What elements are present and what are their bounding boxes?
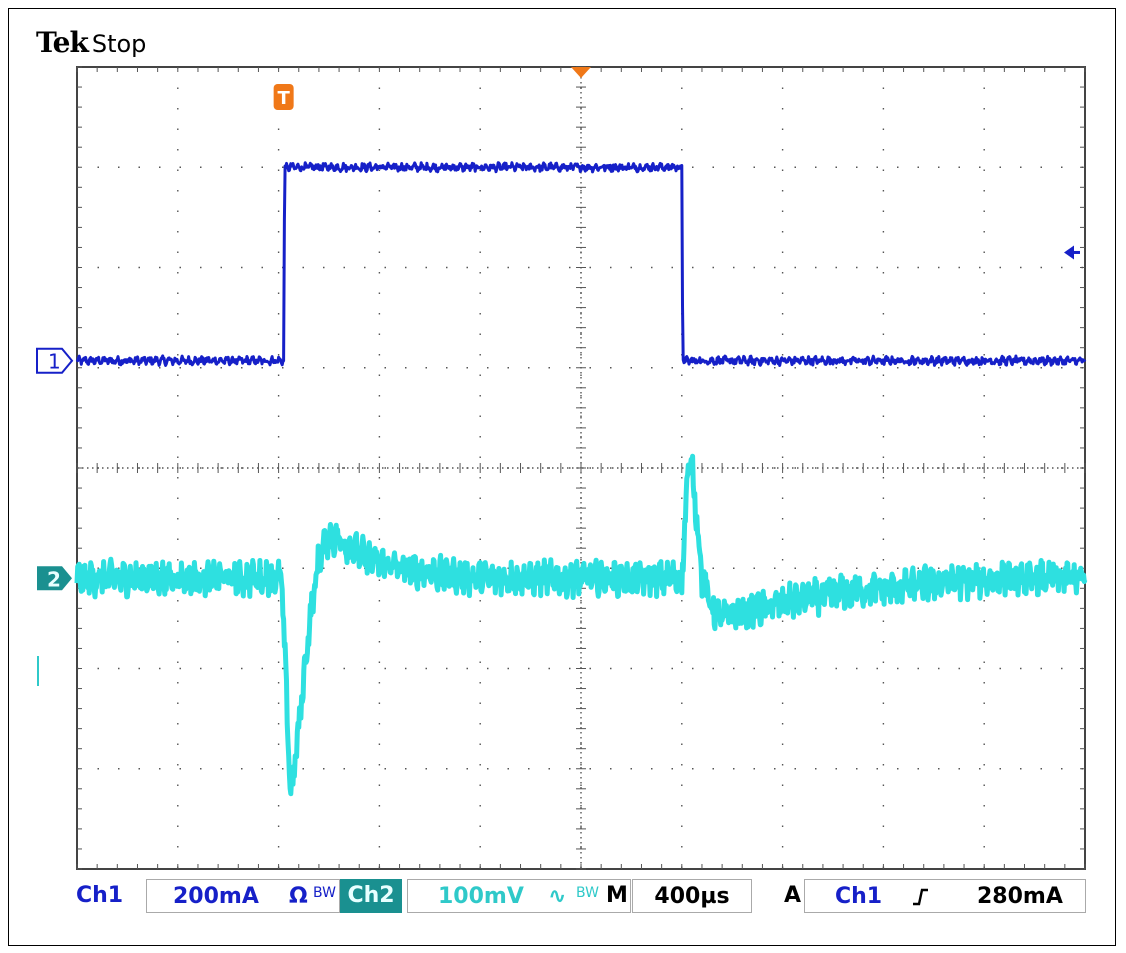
trace-layer: [74, 161, 1088, 797]
ch1-bw-limit: BW: [313, 885, 336, 901]
ch2-bw-limit: BW: [576, 885, 599, 901]
trace-ch2: [74, 453, 1088, 797]
ch2-ground-label: 2: [47, 567, 61, 591]
status-bar: Ch1 200mA Ω BW Ch2 100mV ∿ BW M 400µs A …: [76, 879, 1086, 915]
ch1-ground-marker: [36, 347, 74, 374]
acquisition-state: Stop: [91, 30, 147, 58]
graticule: [76, 66, 1086, 870]
trigger-position-label: T: [277, 88, 290, 109]
ch2-scale: 100mV: [438, 884, 524, 909]
trace-ch1: [75, 161, 1087, 367]
timebase-scale[interactable]: 400µs: [632, 879, 752, 913]
trigger-settings[interactable]: Ch1 280mA: [804, 879, 1086, 913]
ch1-settings[interactable]: 200mA Ω BW: [146, 879, 340, 913]
marker-layer: T 1 2: [36, 67, 1080, 686]
ch2-ground-marker: [37, 566, 72, 591]
trigger-level-icon: [1064, 245, 1074, 260]
ch2-settings[interactable]: 100mV ∿ BW: [407, 879, 631, 913]
tek-logo: Tek: [36, 26, 89, 59]
trigger-source: Ch1: [835, 884, 883, 909]
horizontal-position-icon: [571, 67, 591, 78]
ch1-scale: 200mA: [173, 884, 259, 909]
ch1-ground-label: 1: [48, 350, 61, 374]
trigger-mode: A: [784, 883, 802, 908]
ch1-coupling: Ω: [289, 884, 308, 909]
ch2-label[interactable]: Ch2: [340, 879, 402, 913]
ch1-label[interactable]: Ch1: [76, 883, 124, 908]
trigger-level: 280mA: [977, 884, 1063, 909]
rising-edge-icon: [913, 888, 928, 906]
timebase-label: M: [606, 883, 628, 908]
brand-header: Tek Stop: [36, 26, 146, 62]
screenshot-frame: [8, 8, 1116, 946]
trigger-position-marker: [273, 84, 294, 110]
ch2-coupling: ∿: [548, 884, 567, 909]
